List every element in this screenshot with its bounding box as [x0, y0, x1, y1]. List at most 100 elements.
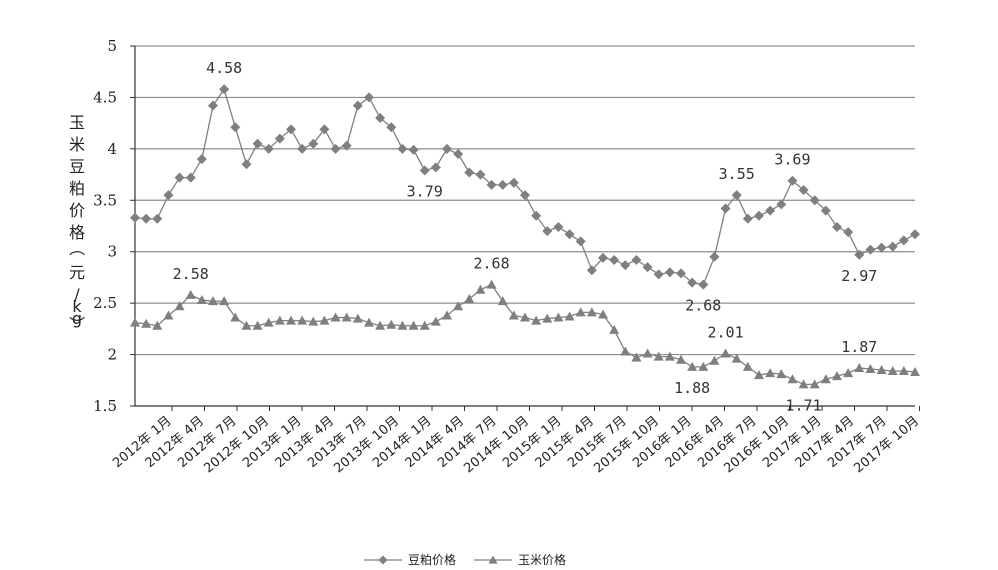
point-diamond — [130, 212, 140, 223]
y-axis-title-char: 粕 — [69, 179, 85, 198]
point-diamond — [553, 222, 564, 233]
y-axis-title-char: 价 — [69, 201, 85, 220]
data-label: 3.79 — [407, 182, 443, 200]
point-triangle — [141, 318, 152, 328]
point-diamond — [330, 143, 341, 154]
series-line-soymeal — [134, 87, 916, 286]
point-triangle — [586, 307, 597, 317]
point-triangle — [475, 284, 486, 294]
y-tick-label: 1.5 — [93, 397, 117, 415]
point-triangle — [910, 367, 920, 377]
point-triangle — [798, 379, 809, 389]
point-triangle — [809, 379, 820, 389]
data-label: 3.69 — [774, 151, 810, 169]
point-diamond — [620, 260, 631, 271]
point-triangle — [898, 366, 909, 376]
point-diamond — [464, 167, 475, 178]
point-diamond — [887, 241, 898, 252]
y-axis-title-char: 米 — [69, 135, 85, 154]
data-label: 3.55 — [719, 165, 755, 183]
point-diamond — [876, 242, 887, 253]
data-label: 2.97 — [841, 267, 877, 285]
point-triangle — [497, 296, 508, 306]
y-tick-label: 5 — [107, 37, 117, 55]
point-triangle — [486, 279, 497, 289]
point-diamond — [475, 169, 486, 180]
point-triangle — [419, 320, 430, 330]
point-diamond — [698, 279, 709, 290]
point-diamond — [664, 267, 675, 278]
point-diamond — [575, 236, 586, 247]
point-diamond — [542, 226, 553, 237]
point-triangle — [297, 315, 308, 325]
point-triangle — [754, 370, 764, 380]
point-diamond — [564, 229, 575, 240]
y-tick-label: 3 — [107, 243, 117, 261]
point-triangle — [542, 313, 553, 323]
point-diamond — [386, 122, 397, 133]
point-triangle — [408, 320, 419, 330]
point-triangle — [843, 368, 854, 378]
data-label: 1.88 — [674, 379, 710, 397]
data-labels: 4.58 3.79 2.68 3.55 3.69 2.97 2.58 2.68 1.88 2.01… — [173, 59, 878, 414]
point-diamond — [308, 138, 319, 149]
point-triangle — [564, 311, 575, 321]
y-axis-title-char: 元 — [69, 263, 85, 282]
point-triangle — [676, 354, 686, 364]
point-diamond — [609, 254, 620, 265]
point-diamond — [397, 143, 408, 154]
point-triangle — [442, 310, 452, 320]
point-diamond — [152, 213, 163, 224]
y-tick-label: 4 — [107, 140, 117, 158]
point-triangle — [631, 352, 642, 362]
point-triangle — [464, 294, 475, 304]
point-diamond — [754, 210, 764, 221]
point-diamond — [241, 159, 252, 170]
point-diamond — [832, 222, 842, 233]
point-diamond — [709, 251, 720, 262]
point-diamond — [642, 262, 653, 273]
y-axis-title-char: 玉 — [69, 113, 85, 132]
point-triangle — [742, 361, 753, 371]
y-tick-label: 4.5 — [93, 88, 117, 106]
point-diamond — [196, 154, 207, 165]
y-axis-title-char: / — [74, 285, 80, 304]
point-triangle — [364, 317, 374, 327]
point-diamond — [375, 113, 386, 123]
point-triangle — [488, 555, 498, 564]
point-triangle — [832, 371, 842, 381]
point-triangle — [709, 355, 720, 365]
point-triangle — [230, 312, 241, 322]
point-diamond — [252, 138, 263, 149]
legend-label: 玉米价格 — [518, 552, 566, 567]
point-diamond — [910, 229, 920, 240]
data-label: 2.68 — [474, 255, 510, 273]
point-triangle — [330, 312, 341, 322]
point-diamond — [486, 179, 497, 190]
point-diamond — [219, 84, 230, 95]
point-diamond — [430, 162, 441, 173]
point-triangle — [698, 361, 709, 371]
point-diamond — [378, 555, 388, 565]
point-diamond — [865, 244, 876, 255]
point-triangle — [508, 310, 519, 320]
point-triangle — [375, 320, 386, 330]
legend-label: 豆粕价格 — [408, 552, 456, 567]
point-triangle — [386, 319, 397, 329]
point-triangle — [397, 320, 408, 330]
point-triangle — [263, 317, 274, 327]
point-diamond — [598, 252, 608, 263]
point-triangle — [575, 307, 586, 317]
point-triangle — [286, 315, 296, 325]
point-triangle — [642, 348, 653, 358]
point-diamond — [765, 205, 776, 216]
point-diamond — [141, 213, 152, 224]
point-diamond — [776, 199, 787, 210]
markers-layer — [130, 84, 920, 389]
point-diamond — [676, 268, 686, 279]
axes — [130, 45, 920, 411]
data-label: 2.58 — [173, 265, 209, 283]
